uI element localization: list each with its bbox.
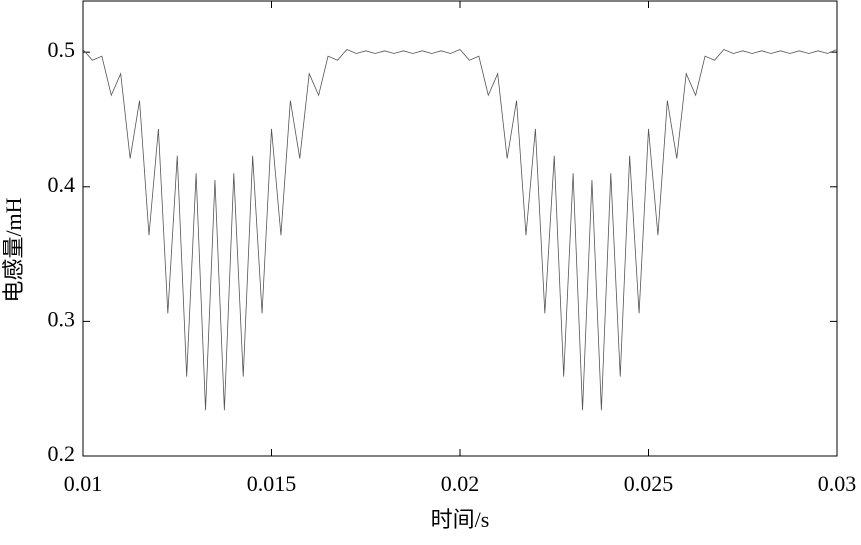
x-tick-label: 0.02 <box>441 471 480 496</box>
y-tick-label: 0.2 <box>48 441 76 466</box>
x-axis-label: 时间/s <box>431 507 490 532</box>
plot-frame <box>82 0 838 457</box>
data-line <box>82 48 838 411</box>
y-axis-label: 电感量/mH <box>1 197 26 302</box>
y-tick-label: 0.3 <box>48 306 76 331</box>
y-tick-label: 0.5 <box>48 37 76 62</box>
x-tick-label: 0.025 <box>624 471 674 496</box>
x-tick-label: 0.015 <box>247 471 297 496</box>
x-tick-label: 0.03 <box>818 471 857 496</box>
y-tick-label: 0.4 <box>48 172 76 197</box>
x-tick-label: 0.01 <box>64 471 103 496</box>
